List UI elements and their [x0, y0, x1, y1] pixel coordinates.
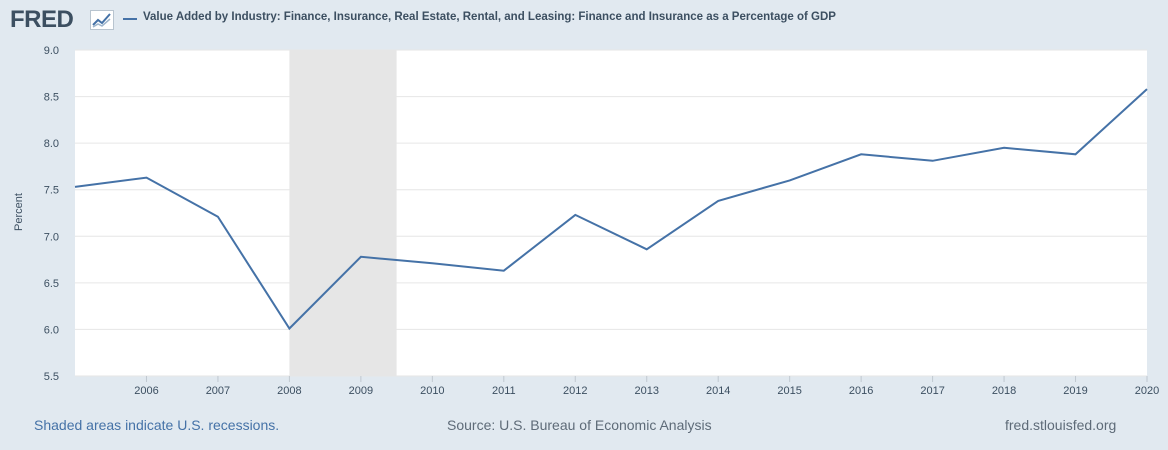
plot-area: [75, 50, 1147, 376]
series-line[interactable]: [74, 88, 1148, 331]
x-tick-label: 2015: [777, 385, 801, 397]
data-point[interactable]: [1145, 87, 1149, 91]
data-point[interactable]: [73, 185, 77, 189]
x-tick-label: 2013: [634, 385, 658, 397]
x-tick-label: 2008: [277, 385, 301, 397]
data-point[interactable]: [359, 255, 363, 259]
x-tick-label: 2019: [1063, 385, 1087, 397]
x-tick-label: 2011: [492, 385, 516, 397]
y-tick-label: 9.0: [44, 45, 59, 57]
y-tick-label: 7.5: [44, 185, 59, 197]
x-tick-label: 2014: [706, 385, 730, 397]
y-tick-label: 6.0: [44, 324, 59, 336]
x-axis: 2006 2007 2008 2009 2010 2011 2012 2013 2014 2015…: [134, 376, 1159, 397]
series-title[interactable]: Value Added by Industry: Finance, Insura…: [143, 11, 836, 23]
site-link[interactable]: fred.stlouisfed.org: [1005, 417, 1117, 433]
data-point[interactable]: [573, 213, 577, 217]
x-tick-label: 2020: [1135, 385, 1159, 397]
x-tick-label: 2007: [206, 385, 230, 397]
recession-band: [289, 50, 397, 376]
data-point[interactable]: [144, 176, 148, 180]
y-axis: 5.5 6.0 6.5 7.0 7.5 8.0 8.5 9.0: [44, 45, 59, 383]
y-tick-label: 5.5: [44, 371, 59, 383]
y-tick-label: 8.5: [44, 92, 59, 104]
recession-note[interactable]: Shaded areas indicate U.S. recessions.: [34, 417, 280, 433]
gridlines: [75, 49, 1147, 377]
data-point[interactable]: [287, 326, 291, 330]
fred-logo[interactable]: FRED: [10, 6, 74, 33]
x-tick-label: 2016: [849, 385, 873, 397]
line-chart-icon: [90, 10, 114, 30]
data-point[interactable]: [716, 199, 720, 203]
x-tick-label: 2018: [992, 385, 1016, 397]
data-point[interactable]: [859, 152, 863, 156]
data-point[interactable]: [216, 215, 220, 219]
data-point[interactable]: [645, 247, 649, 251]
legend-swatch: [123, 18, 137, 20]
data-point[interactable]: [788, 178, 792, 182]
x-tick-label: 2009: [349, 385, 373, 397]
x-tick-label: 2006: [134, 385, 158, 397]
y-axis-label: Percent: [13, 193, 25, 231]
x-tick-label: 2017: [920, 385, 944, 397]
data-point[interactable]: [931, 159, 935, 163]
x-tick-label: 2012: [563, 385, 587, 397]
y-tick-label: 8.0: [44, 138, 59, 150]
x-tick-label: 2010: [420, 385, 444, 397]
data-point[interactable]: [1074, 152, 1078, 156]
data-point[interactable]: [430, 261, 434, 265]
chart-header: FRED Value Added by Industry: Finance, I…: [0, 0, 1168, 40]
y-tick-label: 6.5: [44, 278, 59, 290]
data-point[interactable]: [1002, 146, 1006, 150]
y-tick-label: 7.0: [44, 231, 59, 243]
data-point[interactable]: [502, 269, 506, 273]
source-note[interactable]: Source: U.S. Bureau of Economic Analysis: [447, 417, 712, 433]
